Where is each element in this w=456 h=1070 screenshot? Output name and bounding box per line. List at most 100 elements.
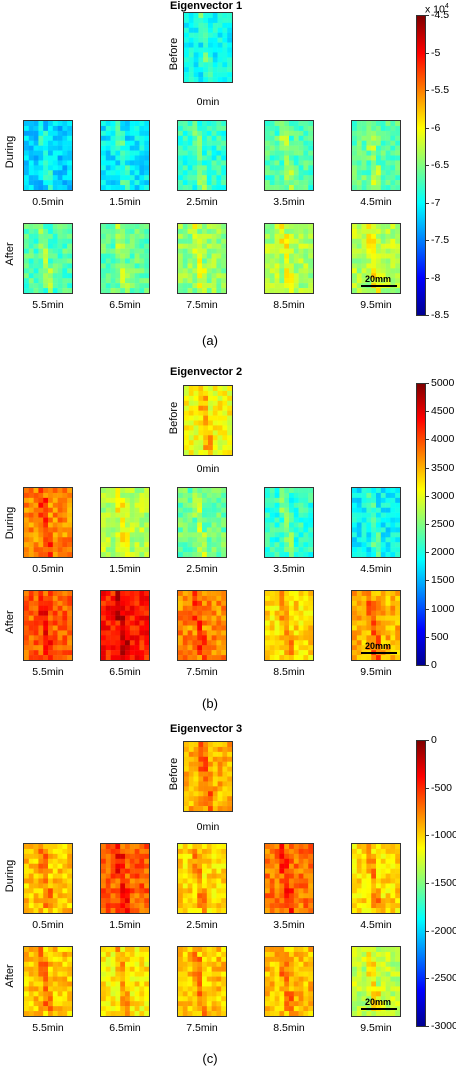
colorbar-tick [426, 411, 429, 413]
time-label: 5.5min [32, 1022, 64, 1034]
colorbar-tick-label: -500 [431, 781, 453, 794]
time-label: 0.5min [32, 919, 64, 931]
heatmap-image [264, 590, 314, 661]
heatmap-image [177, 487, 227, 558]
heatmap-image [100, 487, 150, 558]
colorbar-tick [426, 240, 429, 241]
colorbar-multiplier: x 104 [425, 3, 449, 16]
heatmap-image [23, 590, 73, 661]
scale-bar-label: 20mm [365, 274, 392, 284]
colorbar-tick [426, 383, 429, 384]
colorbar-tick [426, 90, 429, 91]
scale-bar [361, 652, 397, 654]
heatmap-image [100, 590, 150, 661]
time-label: 1.5min [109, 919, 141, 931]
heatmap-image [183, 385, 233, 456]
colorbar-tick-label: 5000 [431, 377, 455, 389]
scale-bar [361, 1008, 397, 1010]
time-label: 3.5min [273, 196, 305, 208]
colorbar-tick [426, 165, 429, 166]
colorbar-tick [426, 202, 429, 204]
heatmap-image [351, 843, 401, 914]
colorbar-tick-label: -5.5 [431, 84, 450, 96]
time-label: 5.5min [32, 299, 64, 311]
heatmap-image [177, 223, 227, 294]
panel-sublabel: (b) [202, 696, 218, 711]
time-label: 9.5min [360, 666, 392, 678]
colorbar-tick-label: -4.5 [431, 9, 450, 21]
heatmap-image [23, 223, 73, 294]
heatmap-image [264, 487, 314, 558]
colorbar-tick [426, 15, 429, 16]
time-label: 0min [196, 821, 220, 833]
colorbar-tick-label: -8 [431, 271, 441, 284]
colorbar-tick-label: 2000 [431, 546, 455, 559]
colorbar-tick [426, 552, 429, 554]
time-label: 2.5min [186, 196, 218, 208]
time-label: 8.5min [273, 1022, 305, 1034]
colorbar [416, 383, 426, 666]
colorbar-tick-label: 4000 [431, 433, 455, 446]
colorbar-tick [426, 524, 429, 525]
heatmap-image [23, 120, 73, 191]
scale-bar-label: 20mm [365, 641, 392, 651]
colorbar-tick-label: 3500 [431, 461, 455, 474]
colorbar-tick-label: 0 [431, 659, 437, 671]
heatmap-image [264, 223, 314, 294]
colorbar-tick-label: -5 [431, 46, 441, 59]
time-label: 4.5min [360, 563, 392, 575]
time-label: 1.5min [109, 196, 141, 208]
heatmap-image [23, 487, 73, 558]
colorbar-tick-label: 1500 [431, 574, 455, 587]
time-label: 4.5min [360, 919, 392, 931]
time-label: 2.5min [186, 919, 218, 931]
colorbar-tick-label: 2500 [431, 518, 455, 530]
heatmap-image [351, 223, 401, 294]
time-label: 1.5min [109, 563, 141, 575]
colorbar-tick [426, 467, 429, 469]
figure-panel-b: Eigenvector 2 Before During After 0min (… [4, 366, 243, 711]
time-label: 7.5min [186, 1022, 218, 1034]
heatmap-image [264, 120, 314, 191]
time-label: 3.5min [273, 919, 305, 931]
colorbar [416, 15, 426, 316]
colorbar-tick-label: -6.5 [431, 159, 450, 171]
heatmap-image [100, 843, 150, 914]
colorbar-tick-label: 3000 [431, 489, 455, 502]
colorbar-tick [426, 636, 429, 638]
colorbar-tick-label: 0 [431, 734, 437, 746]
panel-title: Eigenvector 1 [170, 0, 243, 12]
time-label: 2.5min [186, 563, 218, 575]
colorbar-tick-label: 500 [431, 630, 449, 643]
colorbar-tick [426, 580, 429, 582]
time-label: 0min [196, 96, 220, 108]
time-label: 7.5min [186, 299, 218, 311]
colorbar-tick-label: 4500 [431, 405, 455, 418]
panel-sublabel: (c) [202, 1051, 218, 1066]
colorbar-tick [426, 127, 429, 129]
colorbar-tick [426, 883, 429, 884]
colorbar-tick [426, 835, 429, 837]
colorbar-tick-label: -3000 [431, 1020, 456, 1032]
colorbar-tick-label: -8.5 [431, 309, 450, 321]
time-label: 6.5min [109, 1022, 141, 1034]
colorbar-tick-label: -7 [431, 196, 441, 209]
colorbar-tick [426, 277, 429, 279]
colorbar-tick-label: -6 [431, 121, 441, 134]
heatmap-image [23, 946, 73, 1017]
colorbar-tick-label: -1000 [431, 829, 456, 842]
heatmap-image [351, 487, 401, 558]
scale-bar [361, 285, 397, 287]
colorbar-tick-label: -2000 [431, 924, 456, 937]
panel-title: Eigenvector 2 [170, 366, 243, 378]
heatmap-image [264, 843, 314, 914]
time-label: 5.5min [32, 666, 64, 678]
time-label: 9.5min [360, 299, 392, 311]
heatmap-image [177, 843, 227, 914]
heatmap-image [264, 946, 314, 1017]
colorbar-tick [426, 439, 429, 441]
colorbar-tick-label: -2500 [431, 972, 456, 985]
time-label: 8.5min [273, 299, 305, 311]
heatmap-image [23, 843, 73, 914]
